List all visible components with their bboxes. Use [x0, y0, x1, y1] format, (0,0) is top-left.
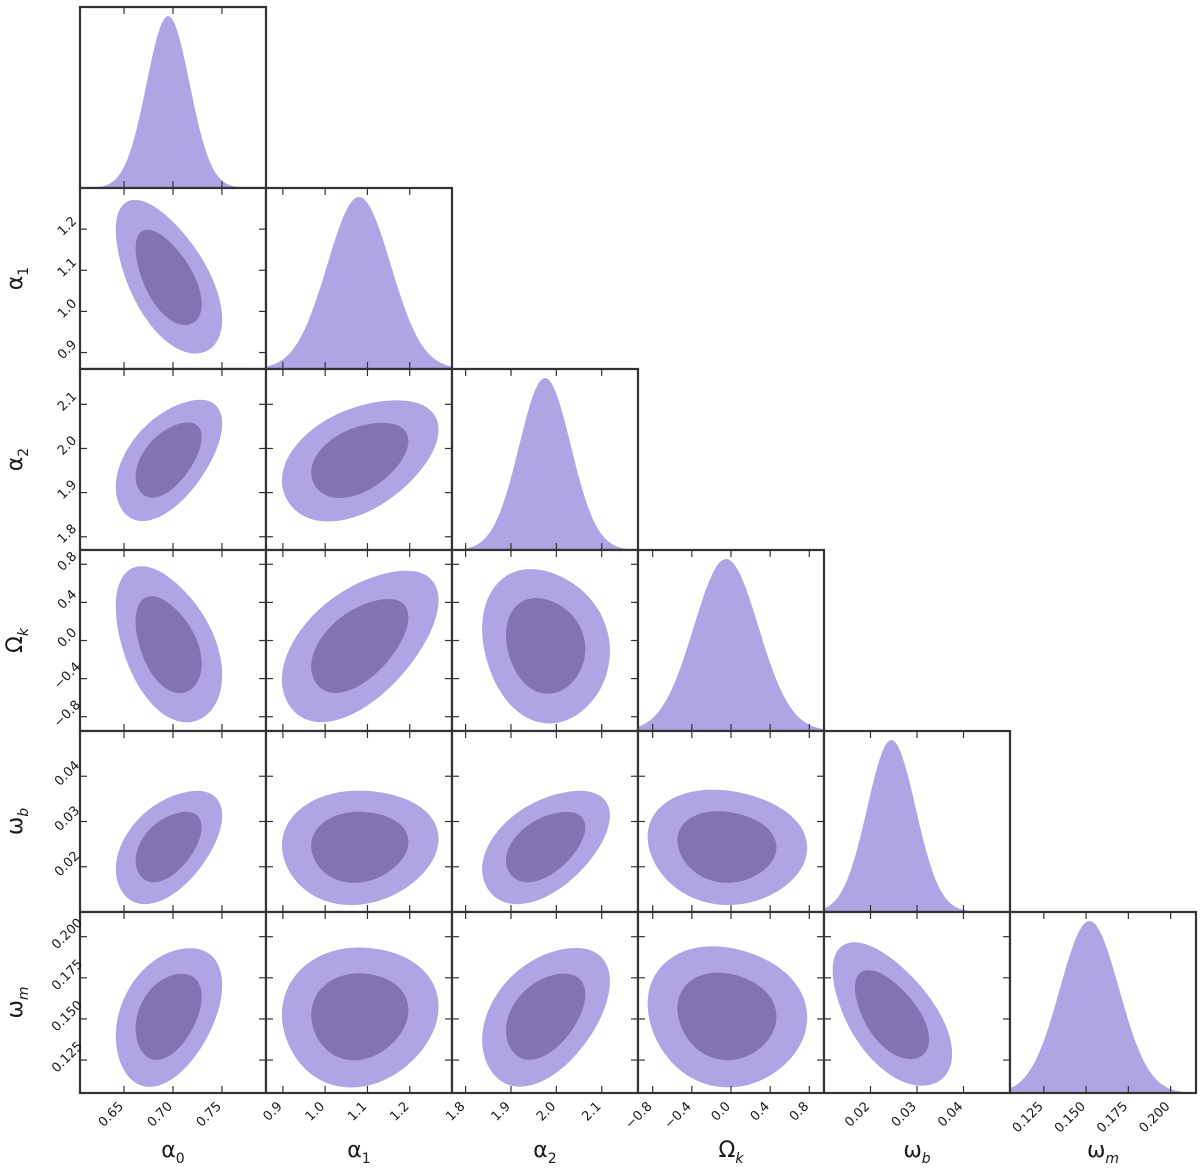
contour-68-a2-wb	[506, 811, 586, 883]
panel-a2-a2	[450, 367, 640, 552]
contour-68-ok-wb	[677, 811, 777, 883]
panel-a2-wb	[450, 729, 640, 914]
contour-68-a1-a2	[311, 422, 409, 498]
marginal-a2	[452, 378, 638, 550]
x-axis-label-a0: α0	[161, 1138, 184, 1167]
panel-a1-ok	[264, 548, 454, 733]
panel-wm-wm	[1008, 910, 1198, 1095]
y-axis-label-wb: ωb	[3, 808, 32, 835]
x-tick-label-ok: 0.0	[709, 1099, 734, 1124]
x-tick-label-ok: −0.8	[623, 1099, 656, 1132]
y-tick-label-a1: 1.2	[55, 214, 80, 239]
y-tick-label-a2: 1.8	[55, 522, 80, 547]
contour-68-a0-a1	[135, 229, 202, 326]
marginal-ok	[638, 559, 824, 731]
x-tick-label-ok: −0.4	[662, 1099, 695, 1132]
y-tick-label-a2: 1.9	[55, 478, 80, 503]
x-tick-label-wb: 0.03	[889, 1099, 920, 1130]
marginal-a0	[80, 16, 266, 188]
contour-68-a0-ok	[135, 596, 202, 694]
y-tick-label-ok: 0.4	[55, 587, 80, 612]
y-tick-label-wb: 0.03	[52, 803, 83, 834]
panel-ok-wb	[636, 729, 826, 914]
contour-68-a2-wm	[506, 973, 586, 1060]
panel-a0-wb	[78, 729, 268, 914]
x-tick-label-a2: 2.0	[534, 1099, 559, 1124]
marginal-a1	[266, 197, 452, 369]
y-axis-label-a2: α2	[3, 448, 32, 471]
panel-ok-ok	[636, 548, 826, 733]
contour-68-a0-wb	[135, 811, 202, 883]
x-tick-label-a1: 1.0	[303, 1099, 328, 1124]
panel-wb-wm	[822, 910, 1012, 1095]
panel-ok-wm	[636, 910, 826, 1095]
y-tick-label-a2: 2.0	[55, 433, 80, 458]
x-tick-label-a0: 0.75	[194, 1099, 225, 1130]
panel-a0-ok	[78, 548, 268, 733]
x-axis-label-wb: ωb	[903, 1138, 930, 1167]
panel-a1-a2	[264, 367, 454, 552]
x-tick-label-wm: 0.125	[1010, 1099, 1047, 1136]
x-axis-label-a2: α2	[533, 1138, 556, 1167]
y-axis-label-a1: α1	[3, 267, 32, 290]
y-tick-label-a1: 1.0	[55, 296, 80, 321]
x-tick-label-a1: 0.9	[260, 1099, 285, 1124]
panel-a2-ok	[450, 548, 640, 733]
y-tick-label-wb: 0.02	[52, 849, 83, 880]
x-tick-label-wb: 0.02	[842, 1099, 873, 1130]
contour-68-a2-ok	[506, 598, 586, 694]
panel-frame	[1008, 910, 1198, 1095]
contour-68-a0-a2	[135, 422, 202, 498]
panel-a0-a2	[78, 367, 268, 552]
y-tick-label-wb: 0.04	[52, 758, 83, 789]
x-tick-label-wm: 0.150	[1052, 1099, 1089, 1136]
x-tick-label-a2: 1.8	[443, 1099, 468, 1124]
x-axis-label-a1: α1	[347, 1138, 370, 1167]
x-tick-label-a2: 2.1	[579, 1099, 604, 1124]
x-axis-label-ok: Ωk	[719, 1138, 745, 1167]
panel-a1-wm	[264, 910, 454, 1095]
marginal-wb	[824, 740, 1010, 912]
panel-a1-wb	[264, 729, 454, 914]
marginal-wm	[1010, 921, 1196, 1093]
contour-68-a0-wm	[135, 973, 202, 1060]
x-tick-label-a1: 1.2	[387, 1099, 412, 1124]
contour-68-wb-wm	[855, 970, 930, 1060]
y-axis-label-ok: Ωk	[3, 627, 32, 653]
y-axis-label-wm: ωm	[3, 986, 32, 1018]
x-tick-label-a1: 1.1	[345, 1099, 370, 1124]
panel-a1-a1	[264, 186, 454, 371]
panel-wb-wb	[822, 729, 1012, 914]
y-tick-label-ok: 0.0	[55, 625, 80, 650]
x-tick-label-wm: 0.200	[1137, 1099, 1174, 1136]
y-tick-label-a1: 0.9	[55, 337, 80, 362]
contour-68-a1-wm	[311, 973, 409, 1061]
x-tick-label-a0: 0.65	[96, 1099, 127, 1130]
x-tick-label-wb: 0.04	[935, 1099, 966, 1130]
x-tick-label-wm: 0.175	[1094, 1099, 1131, 1136]
panel-a0-a0	[78, 5, 268, 190]
x-axis-label-wm: ωm	[1087, 1138, 1119, 1167]
y-tick-label-a1: 1.1	[55, 255, 80, 280]
y-tick-label-a2: 2.1	[55, 389, 80, 414]
contour-68-a1-wb	[311, 811, 409, 883]
panel-a2-wm	[450, 910, 640, 1095]
y-tick-label-ok: 0.8	[55, 549, 80, 574]
x-tick-label-a2: 1.9	[489, 1099, 514, 1124]
contour-68-a1-ok	[311, 599, 409, 693]
panel-a0-wm	[78, 910, 268, 1095]
x-tick-label-a0: 0.70	[145, 1099, 176, 1130]
x-tick-label-ok: 0.4	[748, 1099, 773, 1124]
contour-68-ok-wm	[677, 972, 777, 1061]
x-tick-label-ok: 0.8	[787, 1099, 812, 1124]
panel-a0-a1	[78, 186, 268, 371]
